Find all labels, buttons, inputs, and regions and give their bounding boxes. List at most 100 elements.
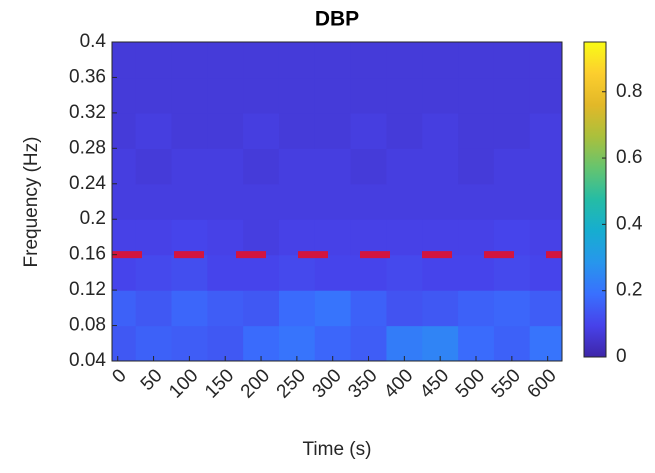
heatmap-cell (458, 325, 495, 361)
heatmap-cell (135, 254, 173, 291)
colorbar-tick-label: 0.4 (616, 213, 643, 234)
x-tick-label: 100 (165, 365, 202, 402)
y-tick-label: 0.16 (69, 244, 106, 265)
x-tick-label: 350 (344, 365, 381, 402)
heatmap-cell (207, 183, 244, 220)
x-tick-label: 150 (201, 365, 238, 402)
heatmap-cell (135, 77, 173, 114)
heatmap-cell (529, 254, 562, 291)
y-tick-label: 0.12 (69, 279, 106, 300)
x-tick-label: 500 (452, 365, 489, 402)
heatmap-cell (493, 148, 531, 185)
heatmap-cell (171, 112, 208, 149)
y-tick-label: 0.4 (80, 31, 107, 52)
heatmap-cell (458, 77, 495, 114)
x-tick-label: 0 (108, 365, 130, 387)
heatmap-cell (135, 290, 173, 327)
heatmap-cell (243, 183, 280, 220)
heatmap-cell (386, 254, 423, 291)
heatmap-cell (135, 148, 173, 185)
heatmap-cell (112, 325, 137, 361)
heatmap-cell (314, 325, 352, 361)
heatmap-cell (278, 219, 316, 256)
heatmap-cell (458, 148, 495, 185)
heatmap-cell (422, 77, 459, 114)
heatmap-cell (529, 77, 562, 114)
y-axis-label: Frequency (Hz) (21, 137, 42, 268)
heatmap-cell (529, 42, 562, 79)
x-tick-label: 600 (523, 365, 560, 402)
heatmap-cell (171, 290, 208, 327)
heatmap-cell (278, 183, 316, 220)
heatmap-cell (207, 77, 244, 114)
heatmap-cell (171, 183, 208, 220)
heatmap-cell (458, 290, 495, 327)
heatmap-cell (207, 148, 244, 185)
heatmap-cell (350, 254, 388, 291)
heatmap-cell (422, 42, 459, 79)
plot-frame (111, 41, 563, 362)
heatmap-cell (458, 219, 495, 256)
x-tick-label: 450 (416, 365, 453, 402)
heatmap (112, 42, 562, 361)
heatmap-cell (529, 325, 562, 361)
heatmap-cell (243, 77, 280, 114)
heatmap-cell (207, 325, 244, 361)
heatmap-cell (278, 254, 316, 291)
heatmap-cell (135, 219, 173, 256)
heatmap-cell (493, 42, 531, 79)
heatmap-cell (207, 219, 244, 256)
heatmap-cell (529, 219, 562, 256)
heatmap-cell (493, 219, 531, 256)
colorbar-tick-label: 0.8 (616, 81, 642, 102)
heatmap-cell (135, 112, 173, 149)
heatmap-cell (386, 183, 423, 220)
heatmap-cell (422, 148, 459, 185)
y-tick-label: 0.2 (80, 208, 106, 229)
heatmap-cell (243, 290, 280, 327)
heatmap-cell (243, 219, 280, 256)
heatmap-cell (493, 112, 531, 149)
heatmap-cell (112, 42, 137, 79)
heatmap-cell (314, 42, 352, 79)
heatmap-cell (171, 254, 208, 291)
heatmap-cell (243, 254, 280, 291)
heatmap-cell (171, 42, 208, 79)
heatmap-cell (422, 254, 459, 291)
heatmap-cell (529, 183, 562, 220)
heatmap-cell (171, 148, 208, 185)
heatmap-cell (112, 219, 137, 256)
heatmap-cell (493, 290, 531, 327)
heatmap-cell (458, 42, 495, 79)
heatmap-cell (314, 290, 352, 327)
x-tick-label: 200 (237, 365, 274, 402)
heatmap-cell (422, 325, 459, 361)
heatmap-cell (422, 112, 459, 149)
heatmap-cell (314, 112, 352, 149)
heatmap-cell (350, 77, 388, 114)
chart-title: DBP (315, 8, 359, 31)
heatmap-cell (207, 42, 244, 79)
heatmap-cell (350, 325, 388, 361)
heatmap-cell (493, 183, 531, 220)
heatmap-cell (112, 112, 137, 149)
heatmap-cell (207, 254, 244, 291)
heatmap-cell (112, 183, 137, 220)
heatmap-cell (350, 290, 388, 327)
heatmap-cell (314, 77, 352, 114)
y-tick-label: 0.36 (69, 66, 106, 87)
heatmap-cell (278, 290, 316, 327)
heatmap-cell (386, 290, 423, 327)
x-tick-label: 550 (488, 365, 525, 402)
heatmap-cell (243, 112, 280, 149)
y-tick-label: 0.32 (69, 102, 106, 123)
heatmap-cell (386, 148, 423, 185)
heatmap-cell (493, 254, 531, 291)
heatmap-cell (386, 325, 423, 361)
heatmap-cell (278, 325, 316, 361)
y-tick-label: 0.08 (69, 315, 106, 336)
heatmap-cell (171, 325, 208, 361)
heatmap-cell (314, 148, 352, 185)
heatmap-cell (171, 77, 208, 114)
